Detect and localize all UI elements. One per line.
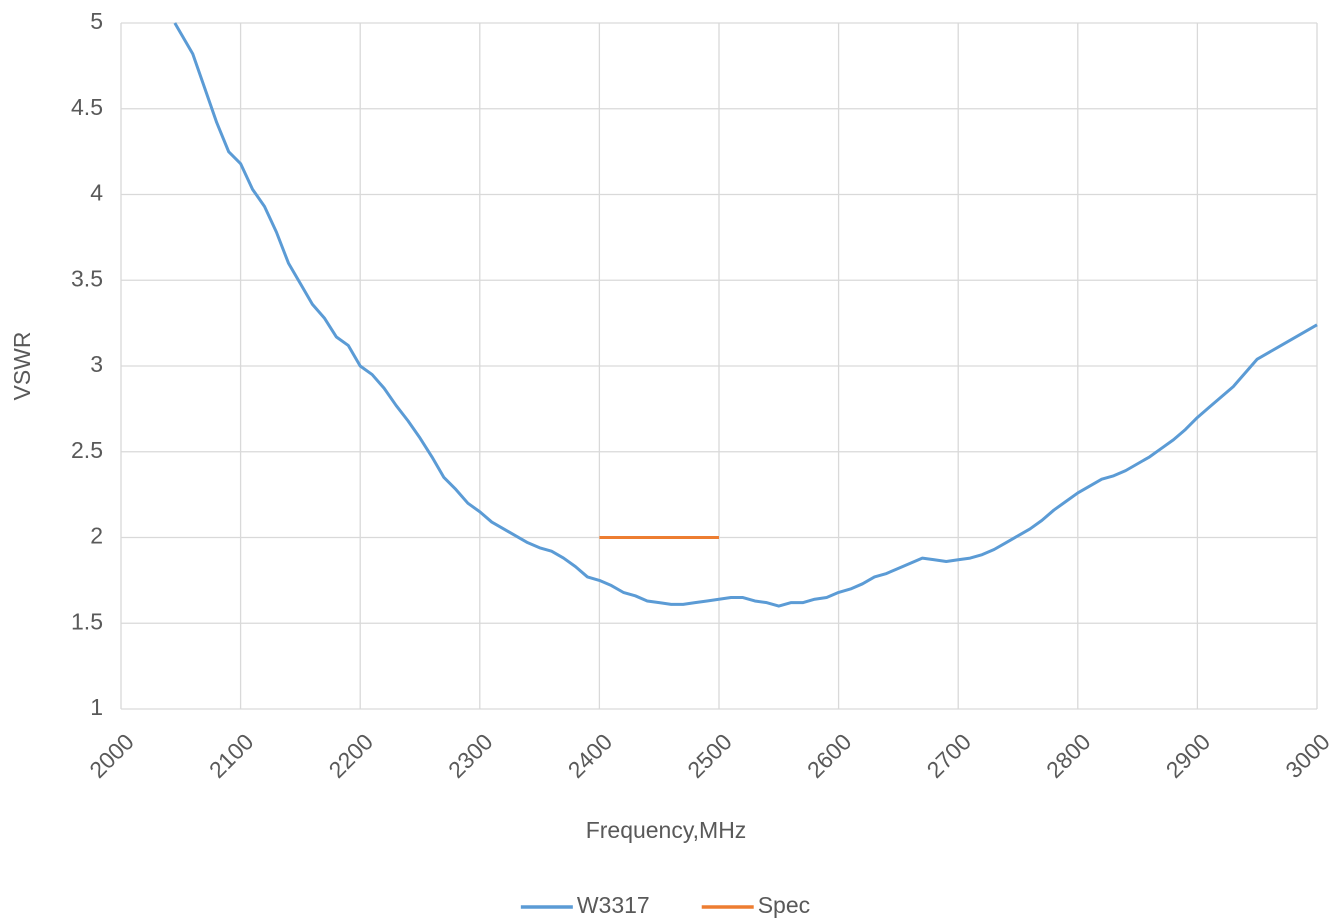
x-tick-label: 2300 (443, 728, 498, 783)
y-tick-label: 1 (90, 694, 103, 720)
x-tick-label: 2800 (1041, 728, 1096, 783)
y-tick-label: 3 (90, 351, 103, 377)
x-tick-label: 3000 (1280, 728, 1331, 783)
y-axis-label: VSWR (9, 332, 35, 401)
x-tick-label: 2200 (323, 728, 378, 783)
y-tick-label: 5 (90, 8, 103, 34)
x-tick-label: 2500 (682, 728, 737, 783)
series-line (173, 22, 1318, 608)
x-axis-label: Frequency,MHz (586, 817, 747, 843)
legend: W3317 Spec (520, 892, 810, 918)
x-tick-label: 2900 (1161, 728, 1216, 783)
x-tick-label: 2400 (563, 728, 618, 783)
y-tick-label: 4 (90, 180, 103, 206)
x-tick-label: 2100 (204, 728, 259, 783)
legend-label: W3317 (577, 892, 650, 918)
legend-label: Spec (758, 892, 810, 918)
y-tick-label: 3.5 (71, 265, 103, 291)
y-tick-label: 1.5 (71, 608, 103, 634)
y-tick-label: 4.5 (71, 94, 103, 120)
x-tick-label: 2700 (921, 728, 976, 783)
y-tick-label: 2.5 (71, 437, 103, 463)
x-tick-label: 2000 (84, 728, 139, 783)
y-tick-label: 2 (90, 523, 103, 549)
x-tick-label: 2600 (802, 728, 857, 783)
